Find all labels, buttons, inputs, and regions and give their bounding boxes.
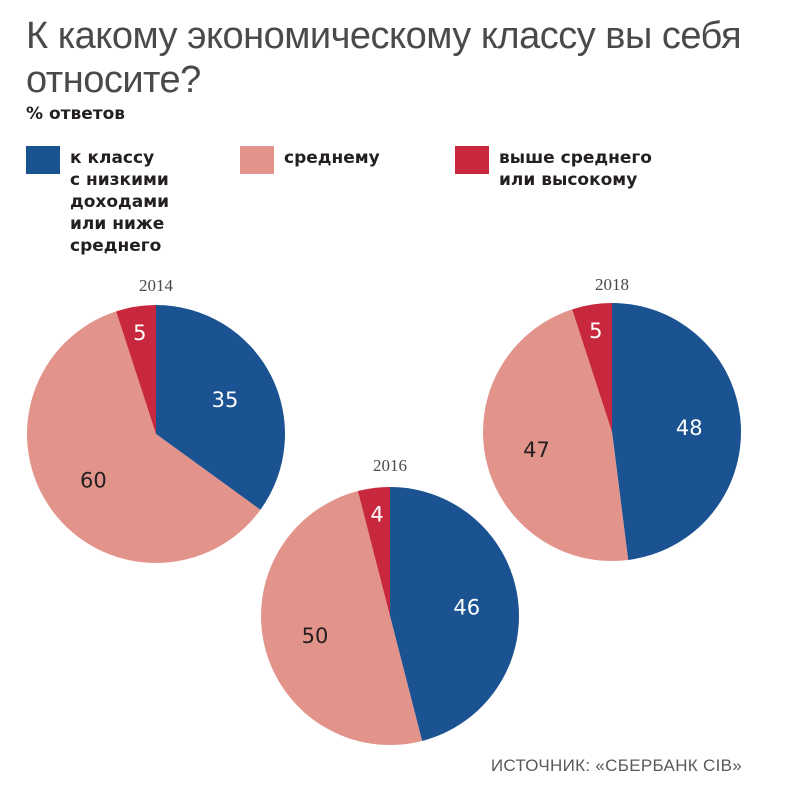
pie-slice [612, 303, 742, 560]
pie-data-label: 48 [676, 416, 703, 440]
pie-2014: 2014 35 60 5 [27, 276, 286, 563]
pie-slice [357, 487, 390, 616]
pie-data-label: 4 [370, 503, 383, 527]
legend-item-low: к классу с низкими доходами или ниже сре… [26, 146, 169, 257]
legend-swatch-middle [240, 146, 274, 174]
pie-data-label: 46 [453, 595, 480, 619]
pie-data-label: 35 [212, 388, 239, 412]
legend-label-low: к классу с низкими доходами или ниже сре… [70, 148, 170, 256]
pie-slice [27, 311, 261, 563]
chart-title: К какому экономическому классу вы себя о… [26, 15, 742, 101]
pie-slice [116, 305, 156, 434]
pie-year-label: 2016 [373, 456, 407, 475]
pie-slice [156, 305, 286, 510]
pie-2018: 2018 48 47 5 [482, 275, 742, 561]
pie-data-label: 60 [80, 468, 107, 492]
source-note: ИСТОЧНИК: «СБЕРБАНК CIB» [490, 756, 742, 775]
legend-item-middle: среднему [240, 146, 380, 174]
pie-slice [572, 303, 612, 432]
pie-data-label: 5 [589, 319, 602, 343]
pie-data-label: 50 [302, 624, 329, 648]
pie-year-label: 2014 [139, 276, 174, 295]
pie-data-label: 47 [523, 438, 550, 462]
legend-label-high: выше среднего или высокому [499, 148, 652, 190]
legend-label-middle: среднему [284, 148, 380, 168]
legend-swatch-high [455, 146, 489, 174]
pie-slice [261, 491, 423, 745]
pie-data-label: 5 [133, 321, 146, 345]
legend: к классу с низкими доходами или ниже сре… [0, 146, 790, 256]
legend-item-high: выше среднего или высокому [455, 146, 652, 191]
pie-slice [482, 309, 629, 561]
pie-slice [390, 487, 519, 741]
pie-2016: 2016 46 50 4 [261, 456, 519, 745]
legend-swatch-low [26, 146, 60, 174]
pie-year-label: 2018 [595, 275, 629, 294]
chart-subtitle: % ответов [26, 104, 126, 124]
